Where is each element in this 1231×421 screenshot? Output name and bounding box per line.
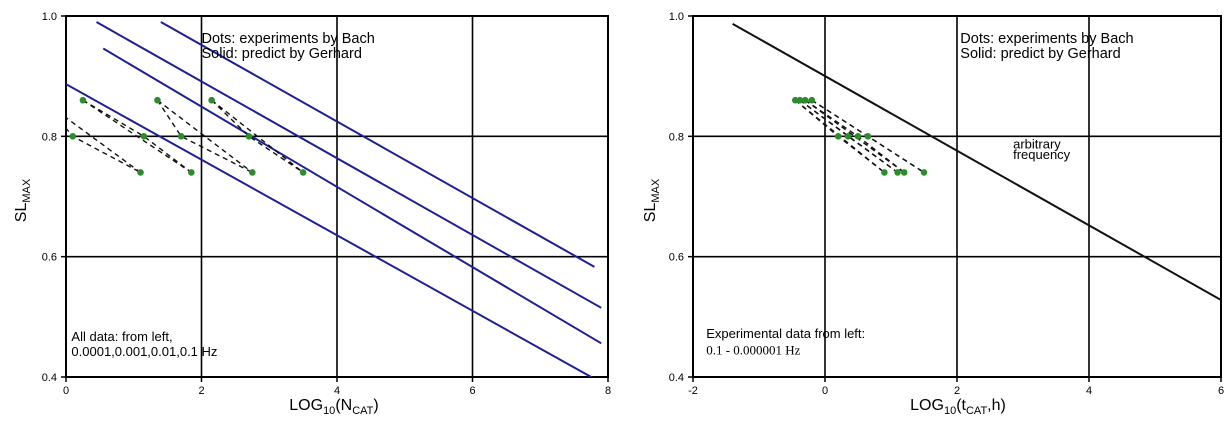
annotation-legend_2: Solid: predict by Gerhard bbox=[960, 46, 1120, 62]
x-tick-label: 0 bbox=[822, 385, 828, 397]
x-axis-label-mid: (t bbox=[956, 397, 966, 414]
annotation-note_1: All data: from left, bbox=[71, 329, 172, 344]
experiment-point bbox=[140, 133, 148, 140]
x-axis-label: LOG10(tCAT,h) bbox=[910, 397, 1006, 417]
y-axis-label-base: SL bbox=[642, 203, 659, 223]
experiment-dashed-line bbox=[211, 99, 304, 173]
experiment-point bbox=[154, 96, 161, 104]
prediction-line bbox=[732, 22, 1221, 301]
prediction-line bbox=[102, 47, 602, 345]
x-axis-label: LOG10(NCAT) bbox=[289, 397, 378, 417]
y-tick-label: 0.4 bbox=[669, 372, 684, 384]
chart-panel-2: -2 0 2 4 6 0.4 0.6 0.8 1.0 LOG10(tCAT,h) SLMAX Dots… bbox=[642, 11, 1224, 417]
x-axis-label-tail: ) bbox=[373, 397, 378, 414]
x-tick-label: 8 bbox=[605, 385, 611, 397]
experiment-point bbox=[249, 169, 256, 176]
annotation-arb_1: arbitrary bbox=[1013, 136, 1061, 151]
experiment-point bbox=[854, 133, 862, 140]
y-tick-label: 0.8 bbox=[669, 131, 684, 143]
experiment-point bbox=[834, 133, 842, 140]
experiment-point bbox=[881, 169, 888, 176]
x-tick-label: -2 bbox=[688, 385, 698, 397]
experiment-point bbox=[864, 133, 872, 140]
prediction-line bbox=[95, 21, 602, 309]
y-axis-label-base: SL bbox=[13, 203, 30, 223]
experiment-point bbox=[894, 169, 901, 176]
x-tick-label: 6 bbox=[469, 385, 475, 397]
y-tick-label: 0.8 bbox=[42, 131, 57, 143]
x-tick-label: 2 bbox=[198, 385, 204, 397]
x-axis-label-tail: ,h) bbox=[987, 397, 1006, 414]
annotation-legend_1: Dots: experiments by Bach bbox=[202, 31, 375, 47]
x-tick-label: 4 bbox=[334, 385, 340, 397]
prediction-line bbox=[160, 21, 595, 268]
experiment-point bbox=[79, 96, 87, 104]
x-axis-label-sub2: CAT bbox=[352, 405, 373, 417]
experiment-point bbox=[900, 169, 908, 176]
chart-panel-1: 0 2 4 6 8 0.4 0.6 0.8 1.0 LOG10(NCAT) SLMAX Dots: e… bbox=[13, 11, 611, 417]
x-tick-label: 6 bbox=[1218, 385, 1224, 397]
y-axis-label: SLMAX bbox=[13, 178, 33, 222]
experiment-dashed-line bbox=[82, 99, 192, 173]
experiment-dashed-line bbox=[82, 99, 192, 174]
y-tick-label: 0.6 bbox=[42, 252, 57, 264]
experiment-point bbox=[796, 96, 804, 104]
experiment-point bbox=[801, 96, 809, 104]
experiment-point bbox=[177, 133, 185, 140]
experiment-point bbox=[188, 169, 195, 176]
x-tick-label: 4 bbox=[1086, 385, 1092, 397]
plot-area bbox=[732, 22, 1221, 301]
experiment-point bbox=[69, 133, 77, 140]
y-tick-label: 0.4 bbox=[42, 372, 57, 384]
plot-area bbox=[39, 21, 602, 377]
y-tick-label: 0.6 bbox=[669, 252, 684, 264]
x-axis-label-sub1: 10 bbox=[944, 405, 956, 417]
experiment-point bbox=[844, 133, 852, 140]
experiment-point bbox=[808, 96, 816, 104]
y-axis-label: SLMAX bbox=[642, 178, 662, 222]
annotation-note_1: Experimental data from left: bbox=[706, 326, 865, 341]
experiment-point bbox=[920, 169, 928, 176]
y-tick-label: 1.0 bbox=[669, 11, 684, 23]
annotation-legend_1: Dots: experiments by Bach bbox=[960, 31, 1133, 47]
annotation-arb_2: frequency bbox=[1013, 147, 1071, 162]
experiment-point bbox=[299, 169, 307, 176]
experiment-point bbox=[792, 96, 799, 104]
x-axis-label-sub1: 10 bbox=[323, 405, 335, 417]
y-axis-label-sub: MAX bbox=[21, 178, 33, 203]
experiment-point bbox=[137, 169, 144, 176]
annotation-note_2: 0.0001,0.001,0.01,0.1 Hz bbox=[71, 344, 217, 359]
prediction-line bbox=[66, 83, 594, 377]
x-axis-label-base: LOG bbox=[289, 397, 323, 414]
x-tick-label: 0 bbox=[63, 385, 69, 397]
experiment-dashed-line bbox=[66, 116, 141, 173]
annotation-legend_2: Solid: predict by Gerhard bbox=[202, 46, 362, 62]
experiment-dashed-line bbox=[799, 99, 899, 173]
experiment-point bbox=[39, 97, 46, 104]
y-axis-label-sub: MAX bbox=[650, 178, 662, 203]
annotation-note_2: 0.1 - 0.000001 Hz bbox=[706, 343, 800, 358]
experiment-point bbox=[208, 96, 215, 104]
x-tick-label: 2 bbox=[954, 385, 960, 397]
x-axis-label-sub2: CAT bbox=[966, 405, 987, 417]
y-tick-label: 1.0 bbox=[42, 11, 57, 23]
x-axis-label-base: LOG bbox=[910, 397, 944, 414]
experiment-dashed-line bbox=[157, 99, 253, 173]
x-axis-label-mid: (N bbox=[335, 397, 352, 414]
experiment-point bbox=[245, 133, 253, 140]
